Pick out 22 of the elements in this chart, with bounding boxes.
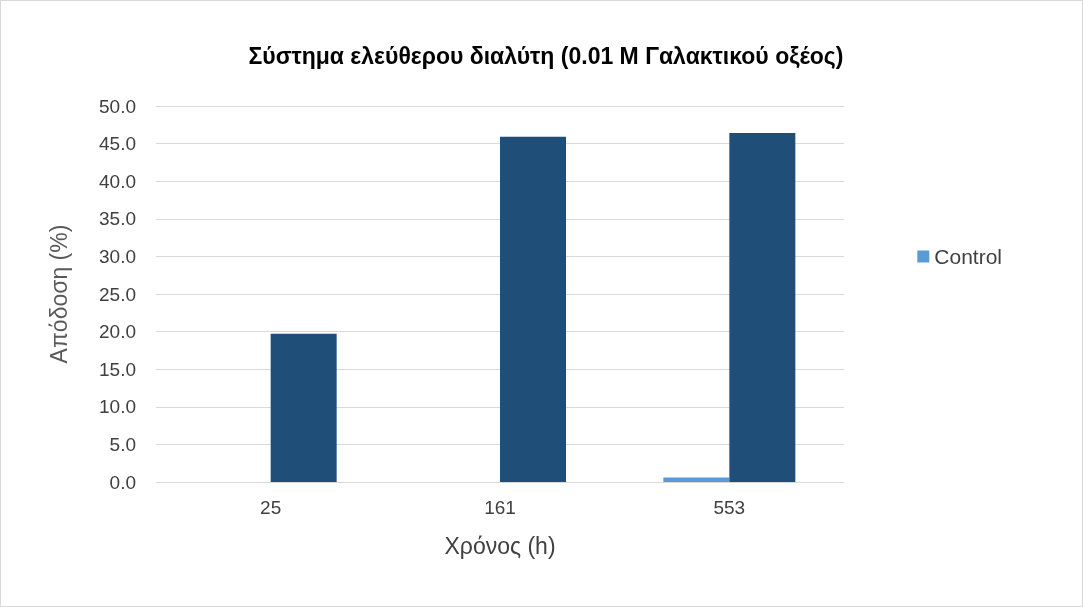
y-tick-label: 30.0: [99, 245, 136, 267]
legend-label: Control: [934, 245, 1003, 268]
y-tick-label: 50.0: [99, 95, 136, 117]
y-tick-label: 10.0: [99, 396, 136, 418]
y-axis-title: Απόδοση (%): [45, 224, 72, 364]
bar: [270, 333, 337, 482]
x-axis-title: Χρόνος (h): [444, 532, 556, 559]
bar: [663, 477, 730, 482]
y-tick-label: 0.0: [109, 471, 136, 493]
x-tick-label: 553: [713, 497, 746, 518]
y-tick-label: 20.0: [99, 321, 136, 343]
x-tick-label: 25: [260, 497, 282, 518]
y-tick-label: 35.0: [99, 208, 136, 230]
y-tick-label: 45.0: [99, 133, 136, 155]
bar: [729, 133, 796, 482]
y-tick-label: 25.0: [99, 283, 136, 305]
y-tick-label: 5.0: [109, 433, 136, 455]
bar: [500, 136, 566, 482]
y-tick-label: 40.0: [99, 170, 136, 192]
chart-title: Σύστημα ελεύθερου διαλύτη (0.01 M Γαλακτικού οξέος): [248, 42, 844, 69]
x-tick-label: 161: [484, 497, 516, 518]
y-tick-label: 15.0: [99, 358, 136, 380]
